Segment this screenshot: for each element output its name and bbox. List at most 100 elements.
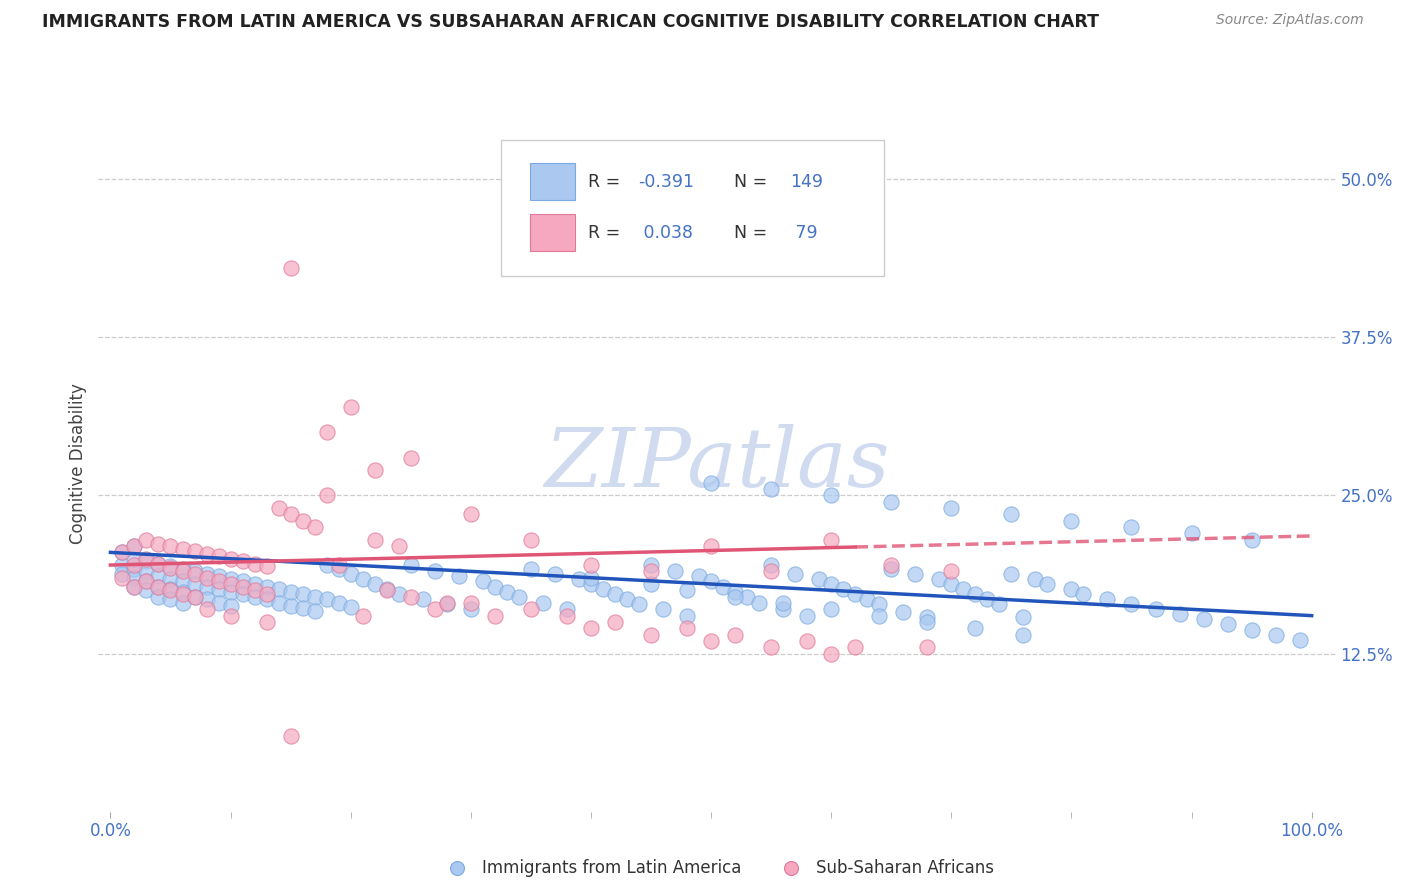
Text: R =: R = [588, 224, 626, 242]
Point [952, 582, 974, 596]
Point [232, 580, 254, 594]
Point [1060, 514, 1083, 528]
Point [388, 539, 411, 553]
Point [219, 551, 242, 566]
Point [941, 577, 963, 591]
Point [531, 596, 554, 610]
Point [183, 590, 205, 604]
Point [880, 562, 903, 576]
Point [364, 533, 387, 547]
Text: R =: R = [588, 172, 626, 191]
Point [555, 608, 578, 623]
Point [447, 569, 470, 583]
Point [917, 610, 939, 624]
Point [352, 608, 374, 623]
Point [280, 260, 302, 275]
Point [844, 587, 866, 601]
Point [1121, 520, 1143, 534]
Point [124, 539, 146, 553]
Point [207, 549, 229, 564]
Point [328, 558, 350, 572]
Point [1144, 602, 1167, 616]
Point [304, 520, 326, 534]
Point [520, 533, 543, 547]
Point [195, 547, 218, 561]
Point [724, 590, 747, 604]
Point [339, 566, 361, 581]
Point [195, 566, 218, 581]
Point [267, 596, 290, 610]
Point [219, 599, 242, 613]
Point [159, 583, 181, 598]
Point [976, 592, 998, 607]
Point [579, 571, 602, 585]
Point [495, 584, 517, 599]
Point [280, 508, 302, 522]
Point [627, 597, 650, 611]
Point [148, 557, 170, 571]
Point [219, 572, 242, 586]
Point [304, 604, 326, 618]
Point [772, 602, 794, 616]
Point [388, 587, 411, 601]
Point [603, 615, 626, 629]
Point [219, 577, 242, 591]
Point [652, 602, 675, 616]
Point [603, 587, 626, 601]
Point [207, 569, 229, 583]
Point [436, 597, 458, 611]
Point [124, 571, 146, 585]
Point [159, 560, 181, 574]
Point [423, 602, 446, 616]
FancyBboxPatch shape [501, 140, 884, 276]
Point [832, 582, 855, 596]
Point [568, 572, 591, 586]
Point [172, 565, 194, 579]
Point [256, 592, 278, 607]
Point [759, 482, 782, 496]
Point [1012, 627, 1035, 641]
Point [195, 602, 218, 616]
Point [868, 597, 890, 611]
Point [1073, 587, 1095, 601]
Point [1192, 612, 1215, 626]
Point [785, 566, 807, 581]
Point [399, 450, 422, 465]
Point [256, 587, 278, 601]
Point [735, 590, 758, 604]
Point [339, 400, 361, 414]
Point [676, 608, 699, 623]
Point [796, 634, 818, 648]
Point [280, 729, 302, 743]
Point [928, 572, 950, 586]
Legend: Immigrants from Latin America, Sub-Saharan Africans: Immigrants from Latin America, Sub-Sahar… [433, 852, 1001, 883]
Point [111, 545, 134, 559]
Point [640, 627, 662, 641]
Point [135, 574, 157, 589]
Point [904, 566, 927, 581]
Y-axis label: Cognitive Disability: Cognitive Disability [69, 384, 87, 544]
Point [700, 634, 723, 648]
Point [172, 596, 194, 610]
Point [148, 536, 170, 550]
Text: -0.391: -0.391 [638, 172, 695, 191]
Point [1000, 566, 1022, 581]
Point [988, 597, 1011, 611]
Point [183, 577, 205, 591]
Point [460, 508, 482, 522]
Point [304, 590, 326, 604]
Point [1168, 607, 1191, 622]
Point [207, 582, 229, 596]
Point [148, 590, 170, 604]
Text: N =: N = [734, 224, 773, 242]
Point [640, 565, 662, 579]
Point [1288, 632, 1310, 647]
Point [1216, 617, 1239, 632]
Point [820, 577, 842, 591]
Point [243, 583, 266, 598]
Point [688, 569, 710, 583]
Point [207, 574, 229, 589]
Point [243, 557, 266, 571]
Point [135, 565, 157, 579]
Point [1264, 627, 1286, 641]
